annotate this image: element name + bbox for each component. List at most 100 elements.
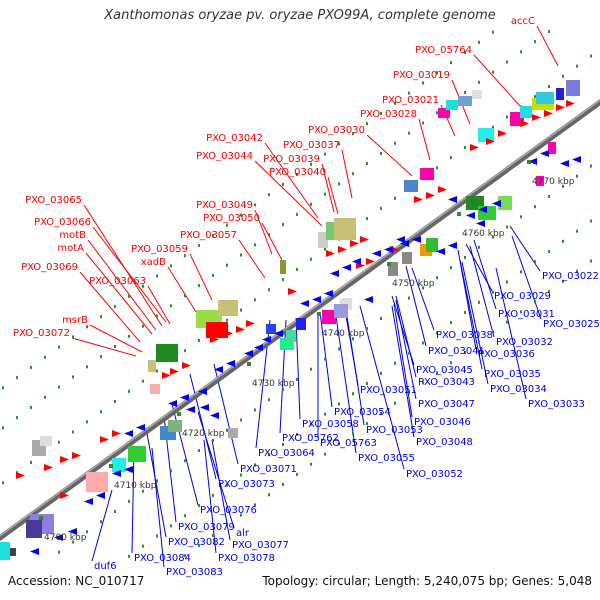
reverse-arrow[interactable] xyxy=(312,296,321,303)
reverse-arrow[interactable] xyxy=(466,212,475,219)
forward-arrow[interactable] xyxy=(360,236,369,243)
reverse-arrow[interactable] xyxy=(540,150,549,157)
gene-label[interactable]: PXO_03025 xyxy=(543,319,600,330)
gene-label[interactable]: PXO_03064 xyxy=(258,448,315,459)
forward-arrow[interactable] xyxy=(438,186,447,193)
reverse-arrow[interactable] xyxy=(448,242,457,249)
forward-arrow[interactable] xyxy=(100,436,109,443)
gene-label[interactable]: PXO_03046 xyxy=(414,417,471,428)
reverse-arrow[interactable] xyxy=(492,200,501,207)
gene-block[interactable] xyxy=(86,472,108,492)
reverse-arrow[interactable] xyxy=(352,258,361,265)
gene-label[interactable]: PXO_03033 xyxy=(528,399,585,410)
gene-block[interactable] xyxy=(218,300,238,316)
gene-block[interactable] xyxy=(206,322,228,338)
gene-features[interactable] xyxy=(0,80,581,560)
forward-arrow[interactable] xyxy=(210,336,219,343)
reverse-arrow[interactable] xyxy=(262,336,271,343)
gene-block[interactable] xyxy=(334,304,348,318)
gene-label[interactable]: PXO_03028 xyxy=(360,109,417,120)
reverse-arrow[interactable] xyxy=(396,236,405,243)
gene-label[interactable]: PXO_05762 xyxy=(282,433,339,444)
forward-arrow[interactable] xyxy=(170,368,179,375)
gene-label[interactable]: PXO_03036 xyxy=(478,349,535,360)
gene-label[interactable]: PXO_03032 xyxy=(496,337,553,348)
gene-block[interactable] xyxy=(446,100,458,110)
gene-label[interactable]: PXO_03079 xyxy=(178,522,235,533)
gene-label[interactable]: PXO_03048 xyxy=(416,437,473,448)
reverse-arrow[interactable] xyxy=(124,430,133,437)
gene-block[interactable] xyxy=(472,90,482,99)
gene-label[interactable]: PXO_03065 xyxy=(25,195,82,206)
gene-label[interactable]: PXO_03077 xyxy=(232,540,289,551)
gene-block[interactable] xyxy=(318,232,328,248)
forward-arrow[interactable] xyxy=(224,330,233,337)
gene-label[interactable]: PXO_03053 xyxy=(366,425,423,436)
gene-block[interactable] xyxy=(150,384,160,394)
gene-block[interactable] xyxy=(0,542,10,560)
forward-arrow[interactable] xyxy=(236,326,245,333)
gene-block[interactable] xyxy=(26,520,42,538)
reverse-arrow[interactable] xyxy=(68,528,77,535)
gene-label[interactable]: PXO_03049 xyxy=(196,200,253,211)
gene-block[interactable] xyxy=(388,262,398,276)
gene-block[interactable] xyxy=(458,96,472,106)
gene-block[interactable] xyxy=(566,80,580,96)
gene-block[interactable] xyxy=(322,310,336,324)
gene-label[interactable]: PXO_03041 xyxy=(428,346,485,357)
gene-label[interactable]: PXO_03044 xyxy=(196,151,253,162)
gene-label[interactable]: PXO_03059 xyxy=(131,244,188,255)
forward-arrow[interactable] xyxy=(498,130,507,137)
reverse-arrow[interactable] xyxy=(210,412,219,419)
gene-label[interactable]: PXO_03034 xyxy=(490,384,547,395)
gene-block[interactable] xyxy=(280,260,286,274)
reverse-arrow[interactable] xyxy=(274,330,283,337)
reverse-arrow[interactable] xyxy=(412,236,421,243)
gene-label[interactable]: xadB xyxy=(141,257,166,268)
reverse-arrow[interactable] xyxy=(186,406,195,413)
gene-block[interactable] xyxy=(334,218,356,240)
gene-label[interactable]: duf6 xyxy=(94,561,117,572)
gene-block[interactable] xyxy=(402,252,412,264)
forward-arrow[interactable] xyxy=(288,288,297,295)
reverse-arrow[interactable] xyxy=(168,400,177,407)
forward-arrow[interactable] xyxy=(60,492,69,499)
reverse-arrow[interactable] xyxy=(214,366,223,373)
gene-block[interactable] xyxy=(10,548,16,556)
gene-label[interactable]: PXO_03039 xyxy=(263,154,320,165)
forward-arrow[interactable] xyxy=(556,104,565,111)
gene-block[interactable] xyxy=(286,330,296,342)
forward-arrow[interactable] xyxy=(44,464,53,471)
gene-label[interactable]: PXO_05764 xyxy=(415,45,472,56)
gene-label[interactable]: PXO_03082 xyxy=(168,537,225,548)
gene-label[interactable]: PXO_03040 xyxy=(269,167,326,178)
gene-labels[interactable]: accC PXO_05764 PXO_03019 PXO_03021 PXO_03028… xyxy=(13,16,600,578)
gene-block[interactable] xyxy=(556,88,564,100)
reverse-arrow[interactable] xyxy=(400,240,409,247)
reverse-arrow[interactable] xyxy=(96,492,105,499)
gene-label[interactable]: PXO_03047 xyxy=(418,399,475,410)
gene-label[interactable]: PXO_03021 xyxy=(382,95,439,106)
gene-label[interactable]: PXO_03031 xyxy=(498,309,555,320)
forward-arrow[interactable] xyxy=(366,258,375,265)
gene-label[interactable]: PXO_03042 xyxy=(206,133,263,144)
forward-arrow[interactable] xyxy=(246,320,255,327)
gene-block[interactable] xyxy=(420,168,434,180)
gene-label[interactable]: PXO_03051 xyxy=(360,385,417,396)
gene-label[interactable]: PXO_03066 xyxy=(34,217,91,228)
gene-label[interactable]: motB xyxy=(59,230,86,241)
reverse-arrow[interactable] xyxy=(200,404,209,411)
gene-block[interactable] xyxy=(148,360,156,372)
reverse-arrow[interactable] xyxy=(364,296,373,303)
gene-label[interactable]: PXO_03069 xyxy=(21,262,78,273)
forward-arrow[interactable] xyxy=(520,120,529,127)
forward-arrow[interactable] xyxy=(486,138,495,145)
forward-arrow[interactable] xyxy=(338,246,347,253)
gene-label[interactable]: PXO_03019 xyxy=(393,70,450,81)
forward-arrow[interactable] xyxy=(112,430,121,437)
gene-block[interactable] xyxy=(548,142,556,154)
gene-block[interactable] xyxy=(438,108,450,118)
gene-block[interactable] xyxy=(296,318,306,330)
forward-arrow[interactable] xyxy=(60,456,69,463)
